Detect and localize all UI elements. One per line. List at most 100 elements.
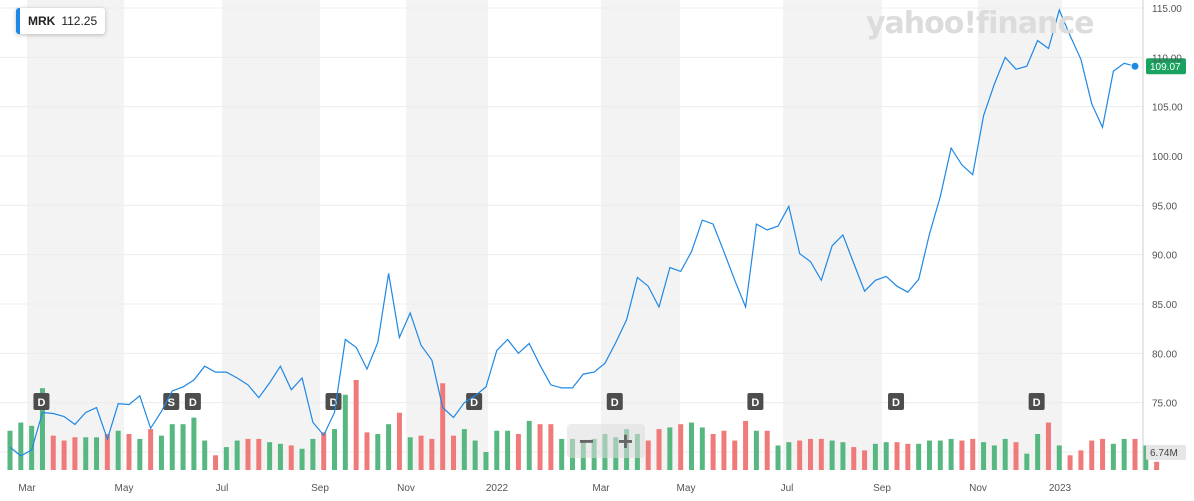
event-marker (33, 393, 50, 410)
volume-bar (764, 430, 770, 470)
volume-label-box (1146, 445, 1186, 460)
volume-bar (1154, 461, 1160, 470)
volume-bar (375, 434, 381, 470)
volume-bar (299, 448, 305, 470)
y-tick-label: 115.00 (1152, 4, 1182, 15)
gridlines (0, 7, 1143, 453)
volume-bar (905, 443, 911, 470)
volume-bar (18, 422, 24, 470)
event-marker-label: D (892, 397, 900, 409)
volume-bar (862, 450, 868, 470)
current-price-badge (1146, 58, 1186, 75)
volume-bar (234, 440, 240, 470)
last-price-dot (1130, 61, 1140, 71)
event-marker-label: D (751, 397, 759, 409)
x-tick-label: 2022 (486, 483, 509, 494)
volume-bar (451, 435, 457, 470)
volume-bar (872, 443, 878, 470)
volume-bar (883, 442, 889, 470)
volume-bar (1045, 422, 1051, 470)
volume-bar (223, 447, 229, 470)
volume-label: 6.74M (1150, 448, 1178, 459)
y-tick-label: 75.00 (1152, 399, 1177, 410)
month-band (978, 0, 1062, 470)
volume-bar (786, 442, 792, 470)
ticker-symbol: MRK (28, 14, 56, 28)
volume-bar (158, 435, 164, 470)
volume-bar (807, 438, 813, 470)
volume-bar (364, 432, 370, 470)
event-marker (606, 393, 623, 410)
volume-bar (1143, 445, 1149, 470)
brand-logo: yahoo!finance (866, 6, 1094, 41)
volume-bar (342, 394, 348, 470)
volume-bar (245, 438, 251, 470)
volume-bar (678, 424, 684, 470)
volume-bar (310, 438, 316, 470)
volume-bar (213, 455, 219, 470)
volume-bar (656, 429, 662, 470)
volume-bar (645, 440, 651, 470)
y-axis: 115.00 110.00 105.00 100.00 95.00 90.00 85.00 8… (1142, 0, 1186, 470)
volume-bar (461, 429, 467, 470)
volume-bar (407, 437, 413, 470)
volume-bar (699, 427, 705, 470)
volume-bar (267, 442, 273, 470)
event-marker (466, 393, 483, 410)
volume-bar (1110, 443, 1116, 470)
volume-bar (148, 429, 154, 470)
volume-bar (948, 438, 954, 470)
volume-bar (937, 440, 943, 470)
month-band (601, 0, 680, 470)
volume-bar (753, 430, 759, 470)
x-tick-label: Sep (873, 483, 891, 494)
x-tick-label: 2023 (1049, 483, 1072, 494)
y-tick-label: 110.00 (1152, 53, 1182, 64)
volume-bar (332, 429, 338, 470)
volume-bar (104, 434, 110, 470)
zoom-in-button[interactable]: + (617, 426, 634, 456)
y-tick-label: 90.00 (1152, 251, 1177, 262)
x-tick-label: Nov (969, 483, 987, 494)
month-band (783, 0, 882, 470)
volume-bar (667, 427, 673, 470)
volume-bar (926, 440, 932, 470)
zoom-out-button[interactable]: − (578, 426, 595, 456)
volume-bar (7, 430, 13, 470)
volume-bar (472, 440, 478, 470)
volume-bar (429, 438, 435, 470)
event-marker (163, 393, 180, 410)
event-marker-label: D (330, 397, 338, 409)
ticker-chip[interactable]: MRK 112.25 (16, 8, 106, 34)
x-tick-label: Jul (216, 483, 229, 494)
y-tick-label: 100.00 (1152, 152, 1183, 163)
volume-bar (775, 445, 781, 470)
volume-bar (743, 420, 749, 470)
event-marker-label: D (189, 397, 197, 409)
event-marker (1028, 393, 1045, 410)
volume-bar (1089, 440, 1095, 470)
x-tick-label: May (115, 483, 134, 494)
volume-bar (288, 445, 294, 470)
volume-bar (505, 430, 511, 470)
volume-bar (321, 432, 327, 470)
volume-bar (61, 440, 67, 470)
x-tick-label: Mar (592, 483, 610, 494)
y-tick-label: 80.00 (1152, 349, 1177, 360)
current-price-label: 109.07 (1150, 62, 1181, 73)
price-line (9, 8, 1136, 457)
zoom-controls: − + (567, 424, 645, 458)
volume-bar (180, 424, 186, 470)
volume-bar (83, 437, 89, 470)
volume-bar (559, 438, 565, 470)
volume-bar (721, 430, 727, 470)
volume-bar (1067, 455, 1073, 470)
volume-bar (1035, 434, 1041, 470)
volume-bar (970, 438, 976, 470)
x-tick-label: Nov (397, 483, 415, 494)
event-marker-label: D (1033, 397, 1041, 409)
volume-bar (256, 438, 262, 470)
volume-bar (840, 442, 846, 470)
